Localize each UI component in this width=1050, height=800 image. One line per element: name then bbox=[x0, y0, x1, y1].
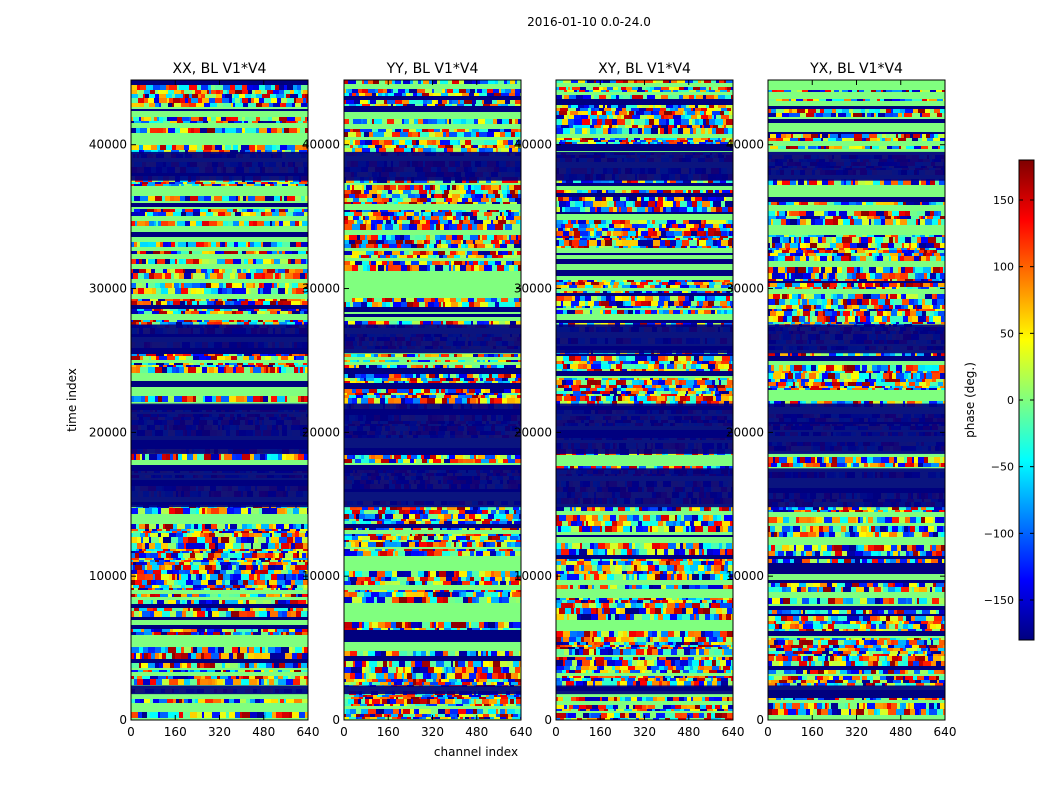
y-tick-label: 10000 bbox=[89, 569, 127, 583]
panel-title: XY, BL V1*V4 bbox=[598, 61, 691, 77]
heatmap-panels: XX, BL V1*V4 0 160 320 480 640 0 10000 20000 3000… bbox=[89, 61, 957, 739]
heatmap-image bbox=[131, 80, 308, 720]
x-axis-label: channel index bbox=[434, 745, 518, 759]
y-tick-label: 40000 bbox=[89, 138, 127, 152]
y-tick-label: 0 bbox=[756, 713, 764, 727]
x-tick-label: 0 bbox=[127, 725, 135, 739]
panel-title: YX, BL V1*V4 bbox=[809, 61, 903, 77]
x-tick-label: 0 bbox=[764, 725, 772, 739]
x-tick-label: 160 bbox=[801, 725, 824, 739]
colorbar-tick-label: 100 bbox=[993, 261, 1014, 274]
x-tick-label: 160 bbox=[164, 725, 187, 739]
y-tick-label: 40000 bbox=[726, 138, 764, 152]
y-tick-label: 20000 bbox=[302, 425, 340, 439]
y-tick-label: 0 bbox=[544, 713, 552, 727]
y-tick-label: 40000 bbox=[514, 138, 552, 152]
panel-xx: XX, BL V1*V4 0 160 320 480 640 0 10000 20000 3000… bbox=[89, 61, 320, 739]
x-tick-label: 480 bbox=[465, 725, 488, 739]
x-tick-label: 640 bbox=[510, 725, 533, 739]
x-tick-label: 640 bbox=[722, 725, 745, 739]
y-tick-label: 10000 bbox=[302, 569, 340, 583]
y-axis-label: time index bbox=[65, 368, 79, 432]
colorbar-tick-label: 50 bbox=[1000, 327, 1014, 340]
x-tick-label: 160 bbox=[377, 725, 400, 739]
x-tick-label: 480 bbox=[252, 725, 275, 739]
x-tick-label: 160 bbox=[589, 725, 612, 739]
figure-suptitle: 2016-01-10 0.0-24.0 bbox=[527, 15, 651, 29]
colorbar: −150 −100 −50 0 50 100 150 phase (deg.) bbox=[963, 159, 1035, 641]
heatmap-image bbox=[768, 80, 945, 720]
y-tick-label: 20000 bbox=[89, 425, 127, 439]
colorbar-tick-label: −100 bbox=[984, 527, 1014, 540]
colorbar-tick-label: −50 bbox=[991, 461, 1014, 474]
y-tick-label: 40000 bbox=[302, 138, 340, 152]
heatmap-image bbox=[344, 80, 521, 720]
panel-xy: XY, BL V1*V4 0 160 320 480 640 0 10000 20000 3000… bbox=[514, 61, 745, 739]
colorbar-tick-label: −150 bbox=[984, 594, 1014, 607]
colorbar-ticks: −150 −100 −50 0 50 100 150 bbox=[984, 194, 1034, 607]
y-tick-label: 0 bbox=[332, 713, 340, 727]
y-tick-label: 10000 bbox=[514, 569, 552, 583]
x-tick-label: 320 bbox=[208, 725, 231, 739]
x-tick-label: 640 bbox=[934, 725, 957, 739]
colorbar-tick-label: 0 bbox=[1007, 394, 1014, 407]
y-tick-label: 30000 bbox=[726, 282, 764, 296]
panel-yx: YX, BL V1*V4 0 160 320 480 640 0 10000 20000 3000… bbox=[726, 61, 957, 739]
x-tick-label: 0 bbox=[552, 725, 560, 739]
x-tick-label: 480 bbox=[677, 725, 700, 739]
y-tick-label: 0 bbox=[119, 713, 127, 727]
heatmap-image bbox=[556, 80, 733, 720]
colorbar-tick-label: 150 bbox=[993, 194, 1014, 207]
y-tick-label: 20000 bbox=[514, 425, 552, 439]
x-tick-label: 480 bbox=[889, 725, 912, 739]
panel-yy: YY, BL V1*V4 0 160 320 480 640 0 10000 20000 3000… bbox=[302, 61, 533, 739]
y-tick-label: 30000 bbox=[89, 282, 127, 296]
y-tick-label: 30000 bbox=[514, 282, 552, 296]
panel-title: XX, BL V1*V4 bbox=[173, 61, 267, 77]
x-tick-label: 320 bbox=[633, 725, 656, 739]
x-tick-label: 320 bbox=[845, 725, 868, 739]
x-tick-label: 640 bbox=[297, 725, 320, 739]
panel-title: YY, BL V1*V4 bbox=[386, 61, 479, 77]
y-tick-label: 10000 bbox=[726, 569, 764, 583]
y-tick-label: 30000 bbox=[302, 282, 340, 296]
y-tick-label: 20000 bbox=[726, 425, 764, 439]
colorbar-label: phase (deg.) bbox=[963, 362, 977, 438]
x-tick-label: 320 bbox=[421, 725, 444, 739]
x-tick-label: 0 bbox=[340, 725, 348, 739]
